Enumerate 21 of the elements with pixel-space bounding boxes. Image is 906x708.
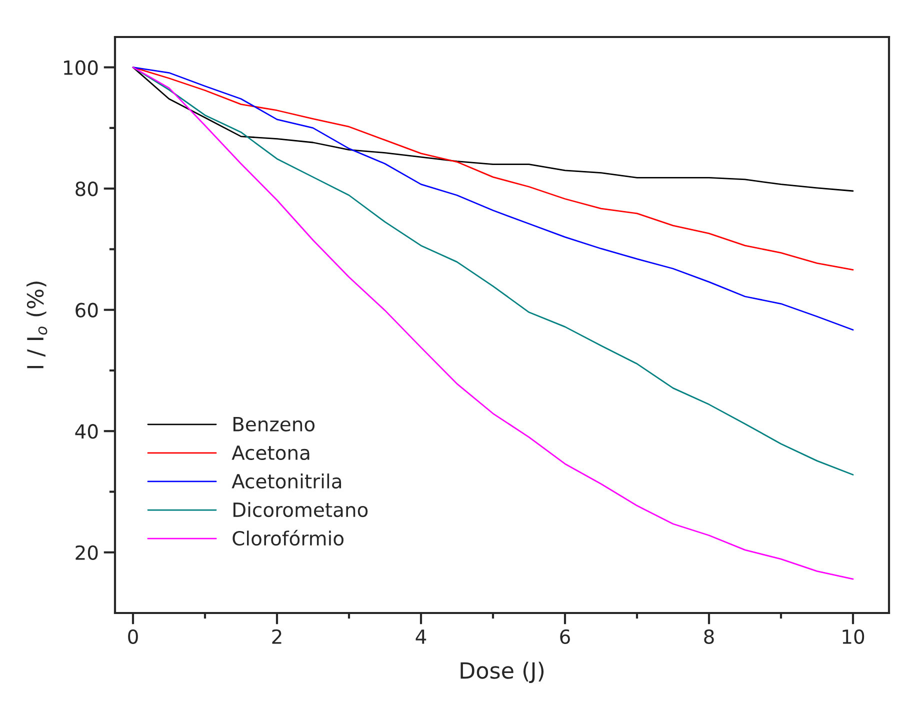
y-tick-label: 80 — [76, 182, 98, 196]
legend-label: Dicorometano — [234, 502, 368, 518]
y-tick-label: 20 — [76, 545, 98, 560]
x-tick-label: 0 — [128, 629, 138, 644]
x-tick-label: 6 — [560, 629, 570, 644]
y-tick-label: 100 — [64, 60, 98, 75]
line-series — [132, 66, 854, 192]
line-series — [132, 66, 854, 580]
x-axis-title: Dose (J) — [460, 662, 544, 684]
x-tick-label: 2 — [272, 629, 282, 644]
line-series — [132, 66, 854, 331]
x-tick-label: 4 — [416, 630, 426, 644]
x-tick-label: 8 — [704, 629, 714, 644]
legend-label: Acetona — [232, 446, 310, 460]
legend-label: Clorofórmio — [232, 530, 344, 546]
y-axis-title: I / I$_{o}$ (%) — [26, 282, 48, 368]
legend-label: Benzeno — [234, 417, 315, 432]
y-tick-label: 40 — [75, 424, 98, 439]
y-tick-label: 60 — [76, 302, 98, 318]
legend-label: Acetonitrila — [232, 474, 342, 489]
x-tick-label: 10 — [842, 629, 864, 644]
